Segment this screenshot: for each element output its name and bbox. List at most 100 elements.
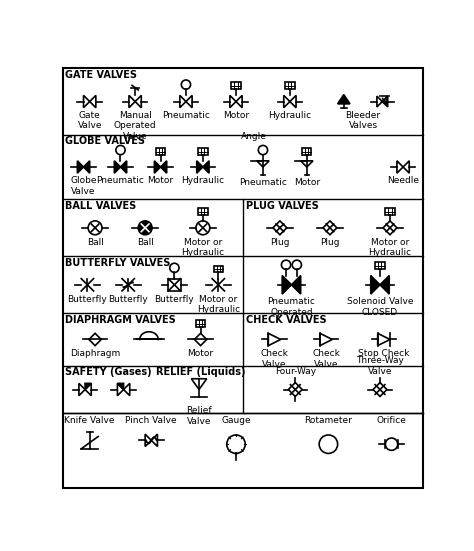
Circle shape	[196, 221, 210, 235]
Polygon shape	[79, 383, 85, 396]
Polygon shape	[120, 161, 127, 173]
Polygon shape	[371, 276, 380, 294]
Bar	[196, 320, 205, 327]
Bar	[302, 148, 311, 155]
Text: Pinch Valve: Pinch Valve	[126, 417, 177, 425]
Polygon shape	[257, 161, 269, 167]
Polygon shape	[236, 95, 242, 107]
Polygon shape	[373, 382, 387, 397]
Polygon shape	[282, 276, 292, 294]
Polygon shape	[85, 383, 91, 390]
Polygon shape	[191, 379, 207, 390]
Polygon shape	[194, 333, 207, 345]
Polygon shape	[83, 161, 90, 173]
Polygon shape	[83, 95, 90, 107]
Polygon shape	[85, 383, 91, 396]
Polygon shape	[397, 161, 403, 173]
Text: Relief
Valve: Relief Valve	[186, 407, 212, 426]
Circle shape	[88, 221, 102, 235]
Polygon shape	[180, 95, 186, 107]
Circle shape	[138, 221, 152, 235]
Polygon shape	[129, 95, 135, 107]
Text: Hydraulic: Hydraulic	[182, 176, 225, 185]
Bar	[156, 148, 165, 155]
Polygon shape	[288, 382, 302, 397]
Text: Ball: Ball	[87, 238, 103, 247]
Bar	[285, 82, 294, 89]
Text: CHECK VALVES: CHECK VALVES	[246, 315, 327, 325]
Polygon shape	[77, 161, 83, 173]
Text: Motor or
Hydraulic: Motor or Hydraulic	[368, 238, 411, 257]
Text: BALL VALVES: BALL VALVES	[65, 201, 137, 211]
Polygon shape	[203, 161, 209, 173]
Polygon shape	[145, 434, 151, 446]
Text: Pneumatic: Pneumatic	[239, 178, 287, 187]
Text: Globe
Valve: Globe Valve	[70, 176, 97, 196]
Text: Gauge: Gauge	[221, 417, 251, 425]
Polygon shape	[378, 333, 390, 345]
Text: Plug: Plug	[320, 238, 340, 247]
Bar	[231, 82, 241, 89]
Text: GLOBE VALVES: GLOBE VALVES	[65, 136, 145, 146]
Polygon shape	[301, 161, 313, 167]
Polygon shape	[151, 434, 157, 446]
Text: Butterfly: Butterfly	[109, 295, 148, 304]
Polygon shape	[124, 383, 130, 396]
Text: Pneumatic: Pneumatic	[162, 111, 210, 120]
Polygon shape	[337, 95, 350, 104]
Text: Gate
Valve: Gate Valve	[77, 111, 102, 130]
Text: SAFETY (Gases): SAFETY (Gases)	[65, 367, 152, 377]
Text: Manual
Operated
Valve: Manual Operated Valve	[114, 111, 156, 141]
Text: BUTTERFLY VALVES: BUTTERFLY VALVES	[65, 258, 171, 268]
Text: Butterfly: Butterfly	[155, 295, 194, 304]
Text: Motor: Motor	[188, 349, 214, 359]
Text: Check
Valve: Check Valve	[312, 349, 340, 369]
Polygon shape	[323, 221, 337, 235]
Text: Orifice: Orifice	[377, 417, 407, 425]
Bar	[385, 208, 395, 215]
Text: DIAPHRAGM VALVES: DIAPHRAGM VALVES	[65, 315, 176, 325]
Polygon shape	[118, 383, 124, 390]
Text: Bleeder
Valves: Bleeder Valves	[346, 111, 381, 130]
Text: Knife Valve: Knife Valve	[64, 417, 115, 425]
Polygon shape	[273, 221, 287, 235]
Text: Motor: Motor	[223, 111, 249, 120]
Text: Stop Check: Stop Check	[358, 349, 410, 359]
Text: Plug: Plug	[270, 238, 290, 247]
Text: Three-Way
Valve: Three-Way Valve	[356, 356, 404, 376]
Polygon shape	[292, 276, 301, 294]
Polygon shape	[383, 96, 388, 107]
Bar	[214, 266, 223, 273]
Bar	[198, 148, 208, 155]
Polygon shape	[380, 276, 389, 294]
Polygon shape	[403, 161, 409, 173]
Bar	[168, 279, 181, 291]
Text: Pneumatic: Pneumatic	[97, 176, 145, 185]
Polygon shape	[197, 161, 203, 173]
Text: GATE VALVES: GATE VALVES	[65, 70, 137, 80]
Polygon shape	[118, 383, 124, 396]
Text: Angle: Angle	[241, 132, 267, 141]
Text: Solenoid Valve
CLOSED: Solenoid Valve CLOSED	[347, 297, 413, 316]
Polygon shape	[230, 95, 236, 107]
Text: Pneumatic
Operated: Pneumatic Operated	[267, 297, 315, 316]
Text: Check
Valve: Check Valve	[261, 349, 289, 369]
Text: Motor or
Hydraulic: Motor or Hydraulic	[182, 238, 225, 257]
Polygon shape	[284, 95, 290, 107]
Polygon shape	[268, 333, 281, 345]
Text: Motor: Motor	[294, 178, 320, 187]
Polygon shape	[161, 161, 167, 173]
Polygon shape	[90, 95, 96, 107]
Polygon shape	[377, 96, 383, 107]
Bar	[374, 262, 385, 269]
Polygon shape	[383, 221, 397, 235]
Text: Motor: Motor	[147, 176, 173, 185]
Polygon shape	[135, 95, 141, 107]
Bar	[198, 208, 208, 215]
Text: Hydraulic: Hydraulic	[268, 111, 311, 120]
Text: PLUG VALVES: PLUG VALVES	[246, 201, 319, 211]
Text: RELIEF (Liquids): RELIEF (Liquids)	[156, 367, 246, 377]
Text: Rotameter: Rotameter	[304, 417, 352, 425]
Polygon shape	[290, 95, 296, 107]
Text: Ball: Ball	[137, 238, 154, 247]
